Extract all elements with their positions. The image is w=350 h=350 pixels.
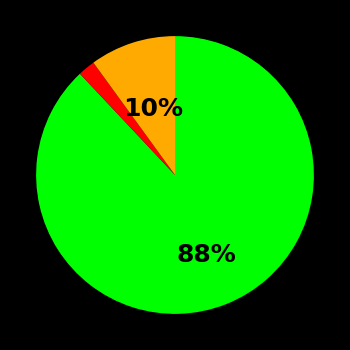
- Wedge shape: [80, 63, 175, 175]
- Wedge shape: [93, 36, 175, 175]
- Text: 88%: 88%: [177, 243, 237, 267]
- Text: 10%: 10%: [124, 97, 183, 121]
- Wedge shape: [36, 36, 314, 314]
